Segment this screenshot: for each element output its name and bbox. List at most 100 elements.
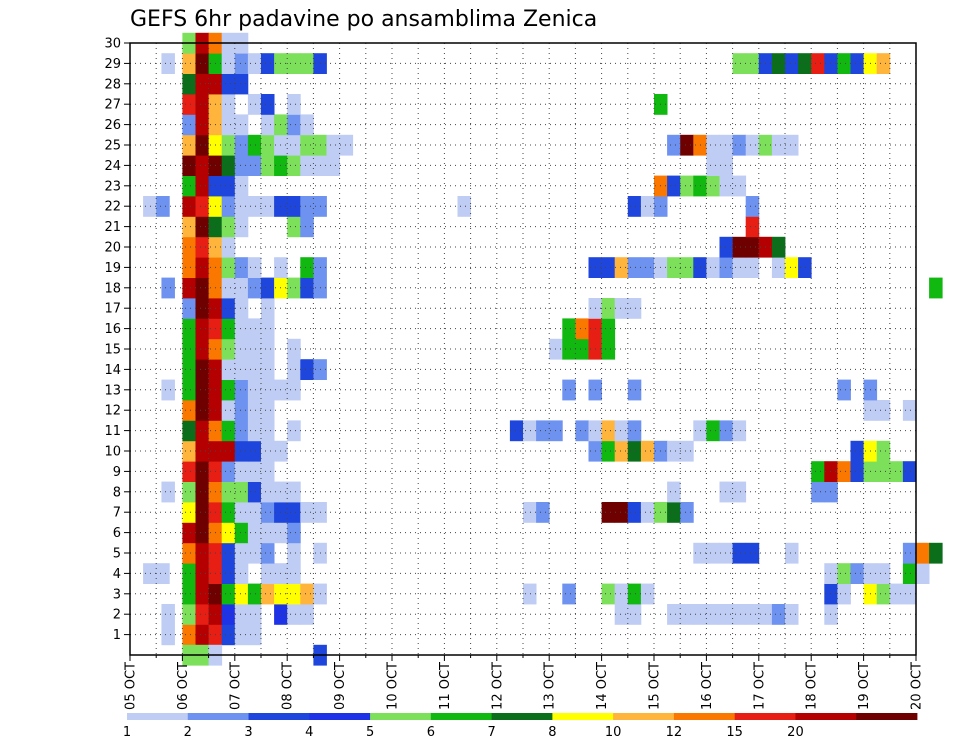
heatmap-cell <box>719 420 733 442</box>
x-tick-label: 10 OCT <box>386 662 401 710</box>
y-tick-label: 3 <box>113 587 121 602</box>
heatmap-cell <box>719 604 733 625</box>
heatmap-cell <box>221 318 236 340</box>
heatmap-cell <box>161 624 175 646</box>
colorbar-label: 12 <box>666 725 683 740</box>
heatmap-cell <box>221 379 236 401</box>
colorbar-label: 10 <box>605 725 622 740</box>
heatmap-cell <box>221 583 236 605</box>
heatmap-cell <box>234 400 249 421</box>
y-tick-label: 20 <box>104 241 121 256</box>
heatmap-cell <box>837 53 851 74</box>
heatmap-cell <box>221 216 236 238</box>
heatmap-cell <box>326 134 340 156</box>
heatmap-cell <box>300 359 314 380</box>
heatmap-cell <box>601 298 616 319</box>
heatmap-cell <box>247 196 262 217</box>
heatmap-cell <box>732 257 747 278</box>
heatmap-cell <box>182 624 196 646</box>
heatmap-cell <box>261 277 275 299</box>
y-tick-label: 5 <box>113 547 121 562</box>
y-tick-label: 11 <box>104 424 121 439</box>
heatmap-cell <box>640 502 655 523</box>
heatmap-cell <box>850 461 864 482</box>
heatmap-cell <box>182 298 196 319</box>
heatmap-cell <box>221 604 236 625</box>
x-tick-label: 09 OCT <box>333 662 348 710</box>
heatmap-cell <box>247 440 262 462</box>
heatmap-cell <box>811 53 825 74</box>
heatmap-cell <box>627 502 642 523</box>
x-tick-label: 19 OCT <box>857 662 872 710</box>
heatmap-cell <box>261 420 275 442</box>
heatmap-cell <box>745 53 760 74</box>
heatmap-cell <box>771 236 786 258</box>
heatmap-cell <box>680 604 694 625</box>
heatmap-cell <box>680 134 694 156</box>
heatmap-cell <box>234 216 249 238</box>
heatmap-cell <box>182 461 196 482</box>
heatmap-cell <box>287 216 301 238</box>
heatmap-cell <box>221 196 236 217</box>
heatmap-cell <box>706 257 720 278</box>
heatmap-cell <box>732 604 747 625</box>
heatmap-cell <box>300 155 314 176</box>
heatmap-cell <box>300 114 314 136</box>
heatmap-cell <box>234 563 249 584</box>
heatmap-cell <box>876 563 891 584</box>
heatmap-cell <box>719 542 733 564</box>
heatmap-cell <box>182 114 196 136</box>
heatmap-cell <box>261 400 275 421</box>
y-tick-label: 25 <box>104 139 121 154</box>
heatmap-cell <box>811 461 825 482</box>
colorbar-segment <box>613 713 675 720</box>
heatmap-cell <box>161 604 175 625</box>
heatmap-cell <box>536 420 550 442</box>
heatmap-cell <box>182 318 196 340</box>
y-tick-label: 9 <box>113 465 121 480</box>
heatmap-cell <box>182 257 196 278</box>
heatmap-cell <box>221 400 236 421</box>
heatmap-cell <box>247 277 262 299</box>
heatmap-cell <box>221 481 236 503</box>
heatmap-cell <box>247 338 262 360</box>
heatmap-cell <box>824 461 838 482</box>
heatmap-cell <box>706 604 720 625</box>
heatmap-cell <box>247 583 262 605</box>
y-tick-label: 30 <box>104 37 121 52</box>
heatmap-cell <box>247 481 262 503</box>
y-tick-label: 4 <box>113 567 121 582</box>
heatmap-cell <box>614 298 629 319</box>
heatmap-cell <box>247 359 262 380</box>
heatmap-cell <box>902 400 917 421</box>
heatmap-cell <box>745 542 760 564</box>
heatmap-cell <box>161 481 175 503</box>
heatmap-cell <box>182 155 196 176</box>
heatmap-cell <box>182 359 196 380</box>
heatmap-cell <box>523 420 537 442</box>
heatmap-cell <box>300 604 314 625</box>
heatmap-cell <box>824 53 838 74</box>
heatmap-cell <box>261 440 275 462</box>
heatmap-cell <box>247 624 262 646</box>
heatmap-cell <box>601 502 616 523</box>
colorbar-label: 1 <box>123 725 131 740</box>
heatmap-cell <box>627 440 642 462</box>
heatmap-cell <box>798 257 812 278</box>
heatmap-cell <box>143 563 157 584</box>
heatmap-cell <box>667 481 681 503</box>
heatmap-cell <box>182 522 196 544</box>
heatmap-cell <box>234 257 249 278</box>
heatmap-cell <box>287 155 301 176</box>
heatmap-cell <box>287 338 301 360</box>
x-tick-label: 16 OCT <box>700 662 715 710</box>
heatmap-cell <box>247 318 262 340</box>
heatmap-cell <box>667 440 681 462</box>
heatmap-cell <box>261 563 275 584</box>
colorbar-label: 6 <box>427 725 435 740</box>
heatmap-cell <box>234 155 249 176</box>
heatmap-cell <box>627 379 642 401</box>
colorbar-segment <box>795 713 857 720</box>
heatmap-cell <box>287 604 301 625</box>
heatmap-cell <box>221 236 236 258</box>
